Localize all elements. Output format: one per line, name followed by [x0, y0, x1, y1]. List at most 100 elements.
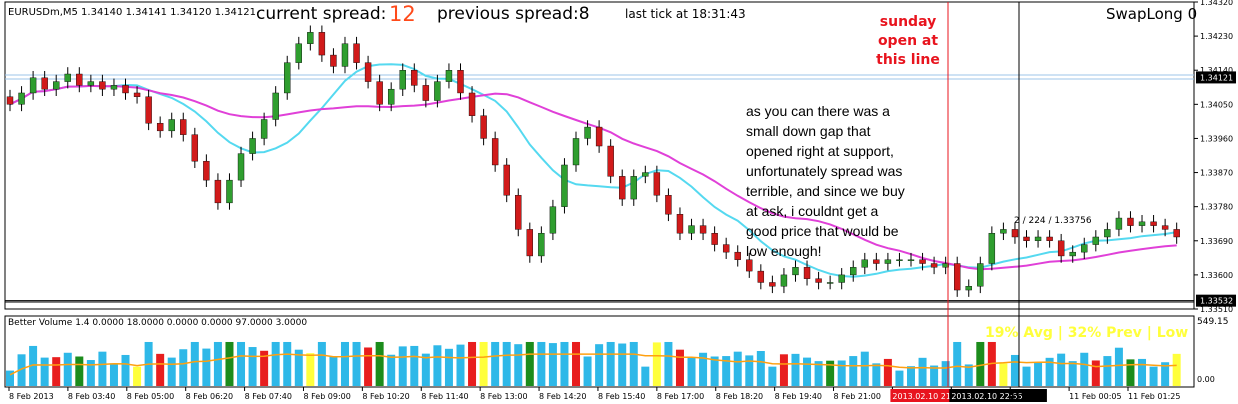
volume-bar [560, 341, 569, 386]
volume-bar [525, 341, 534, 386]
gap-note-annotation: as you can there was a small down gap th… [746, 103, 905, 259]
candle-body [873, 259, 880, 264]
volume-bar [814, 361, 823, 386]
candle-body [1104, 229, 1111, 238]
candle-body [595, 126, 603, 147]
candle-body [18, 92, 25, 105]
price-tick-label: 1.33600 [1200, 271, 1233, 280]
volume-bar [699, 352, 708, 386]
candle-body [156, 123, 164, 132]
candle-body [295, 43, 302, 63]
candle-body [1081, 244, 1088, 253]
candle-body [468, 92, 476, 116]
candle-body [29, 77, 37, 94]
candle-body [688, 225, 695, 234]
candle-body [930, 263, 938, 268]
candle-body [1069, 251, 1076, 257]
volume-bar [86, 360, 95, 386]
price-tick-label: 1.33870 [1200, 169, 1233, 178]
volume-bar [1045, 357, 1054, 386]
volume-bar [872, 363, 881, 386]
candle-body [1023, 236, 1030, 241]
time-tick-label: 8 Feb 19:40 [775, 392, 822, 401]
candle-body [1161, 225, 1169, 230]
volume-bar [710, 356, 719, 386]
candle-body [884, 259, 892, 264]
price-tick-label: 1.34050 [1200, 100, 1233, 109]
volume-bar [548, 343, 557, 386]
candle-body [168, 119, 175, 132]
volume-bar [1103, 356, 1112, 386]
time-tick-label: 8 Feb 10:20 [362, 392, 409, 401]
price-tick-label: 1.34230 [1200, 32, 1233, 41]
candle-body [191, 134, 199, 162]
price-tick-label: 1.33690 [1200, 237, 1233, 246]
candle-body [965, 286, 972, 291]
volume-bar [837, 360, 846, 386]
time-tick-label: 2013.02.10 22:55 [951, 392, 1022, 401]
volume-bar [1057, 353, 1066, 386]
candle-body [676, 214, 684, 234]
candle-body [1057, 240, 1065, 257]
candle-body [734, 251, 741, 260]
candle-body [815, 278, 822, 283]
volume-bar [329, 356, 338, 386]
time-tick-label: 8 Feb 2013 [9, 392, 54, 401]
price-label: 1.33532 [1200, 297, 1233, 306]
candle-body [341, 43, 349, 67]
volume-bar [29, 345, 38, 386]
volume-bar [121, 354, 130, 386]
volume-bar [664, 341, 673, 386]
volume-bars [6, 341, 1181, 386]
fast-moving-average [9, 63, 1177, 278]
volume-bar [756, 351, 765, 386]
candle-body [6, 96, 14, 105]
volume-bar [364, 347, 373, 386]
order-label: 2 / 224 / 1.33756 [1014, 216, 1092, 226]
volume-bar [17, 354, 26, 386]
volume-bar [421, 353, 430, 386]
volume-bar [606, 341, 615, 386]
candle-body [653, 172, 661, 196]
time-tick-label: 2013.02.10 21:00 [892, 392, 963, 401]
candle-body [133, 92, 141, 97]
previous-spread: previous spread:8 [437, 4, 590, 24]
volume-bar [225, 341, 234, 386]
chart-grid [4, 1, 1195, 388]
candle-body [584, 126, 591, 139]
price-tick-label: 1.33780 [1200, 203, 1233, 212]
price-tick-label: 1.34320 [1200, 0, 1233, 7]
volume-bar [537, 341, 546, 386]
volume-bar [271, 341, 280, 386]
candle-body [642, 172, 649, 177]
time-tick-label: 8 Feb 07:40 [245, 392, 292, 401]
volume-bar [340, 341, 349, 386]
candle-body [826, 282, 834, 284]
candles [6, 25, 1180, 297]
volume-bar [745, 355, 754, 386]
time-tick-label: 8 Feb 14:20 [539, 392, 586, 401]
candle-body [572, 138, 580, 166]
volume-bar [1034, 362, 1043, 386]
volume-bar [248, 347, 257, 386]
time-label-highlight [949, 389, 1047, 402]
candle-body [399, 70, 406, 90]
volume-bar [733, 351, 742, 386]
price-label: 1.34121 [1200, 73, 1233, 82]
volume-bar [75, 356, 84, 386]
volume-bar [433, 345, 442, 386]
volume-bar [514, 344, 523, 386]
volume-bar [964, 364, 973, 386]
volume-bar [883, 358, 892, 386]
volume-bar [410, 345, 419, 386]
candle-body [145, 96, 152, 124]
volume-bar [317, 341, 326, 386]
candle-body [607, 145, 614, 177]
candle-body [318, 32, 326, 56]
candle-body [87, 81, 95, 86]
time-tick-label: 8 Feb 05:00 [127, 392, 174, 401]
candle-body [445, 70, 453, 82]
candle-body [376, 81, 383, 105]
time-tick-label: 8 Feb 21:00 [834, 392, 881, 401]
candle-body [919, 259, 926, 264]
